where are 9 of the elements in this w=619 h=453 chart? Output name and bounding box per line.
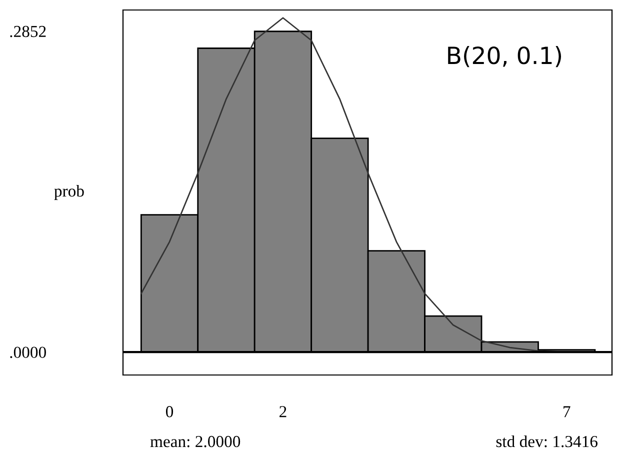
text: std dev: 1.3416 — [496, 435, 598, 448]
y-tick-label: .0000 — [10, 346, 46, 358]
x-tick-label: 2 — [280, 406, 286, 418]
y-axis-title: prob — [54, 184, 84, 200]
x-tick-label: 0 — [166, 406, 174, 418]
y-tick-label: .2852 — [10, 26, 46, 38]
annotation: B(20, 0.1) — [448, 46, 562, 68]
text: mean: 2.0000 — [150, 436, 240, 448]
x-tick-label: 7 — [564, 406, 570, 418]
